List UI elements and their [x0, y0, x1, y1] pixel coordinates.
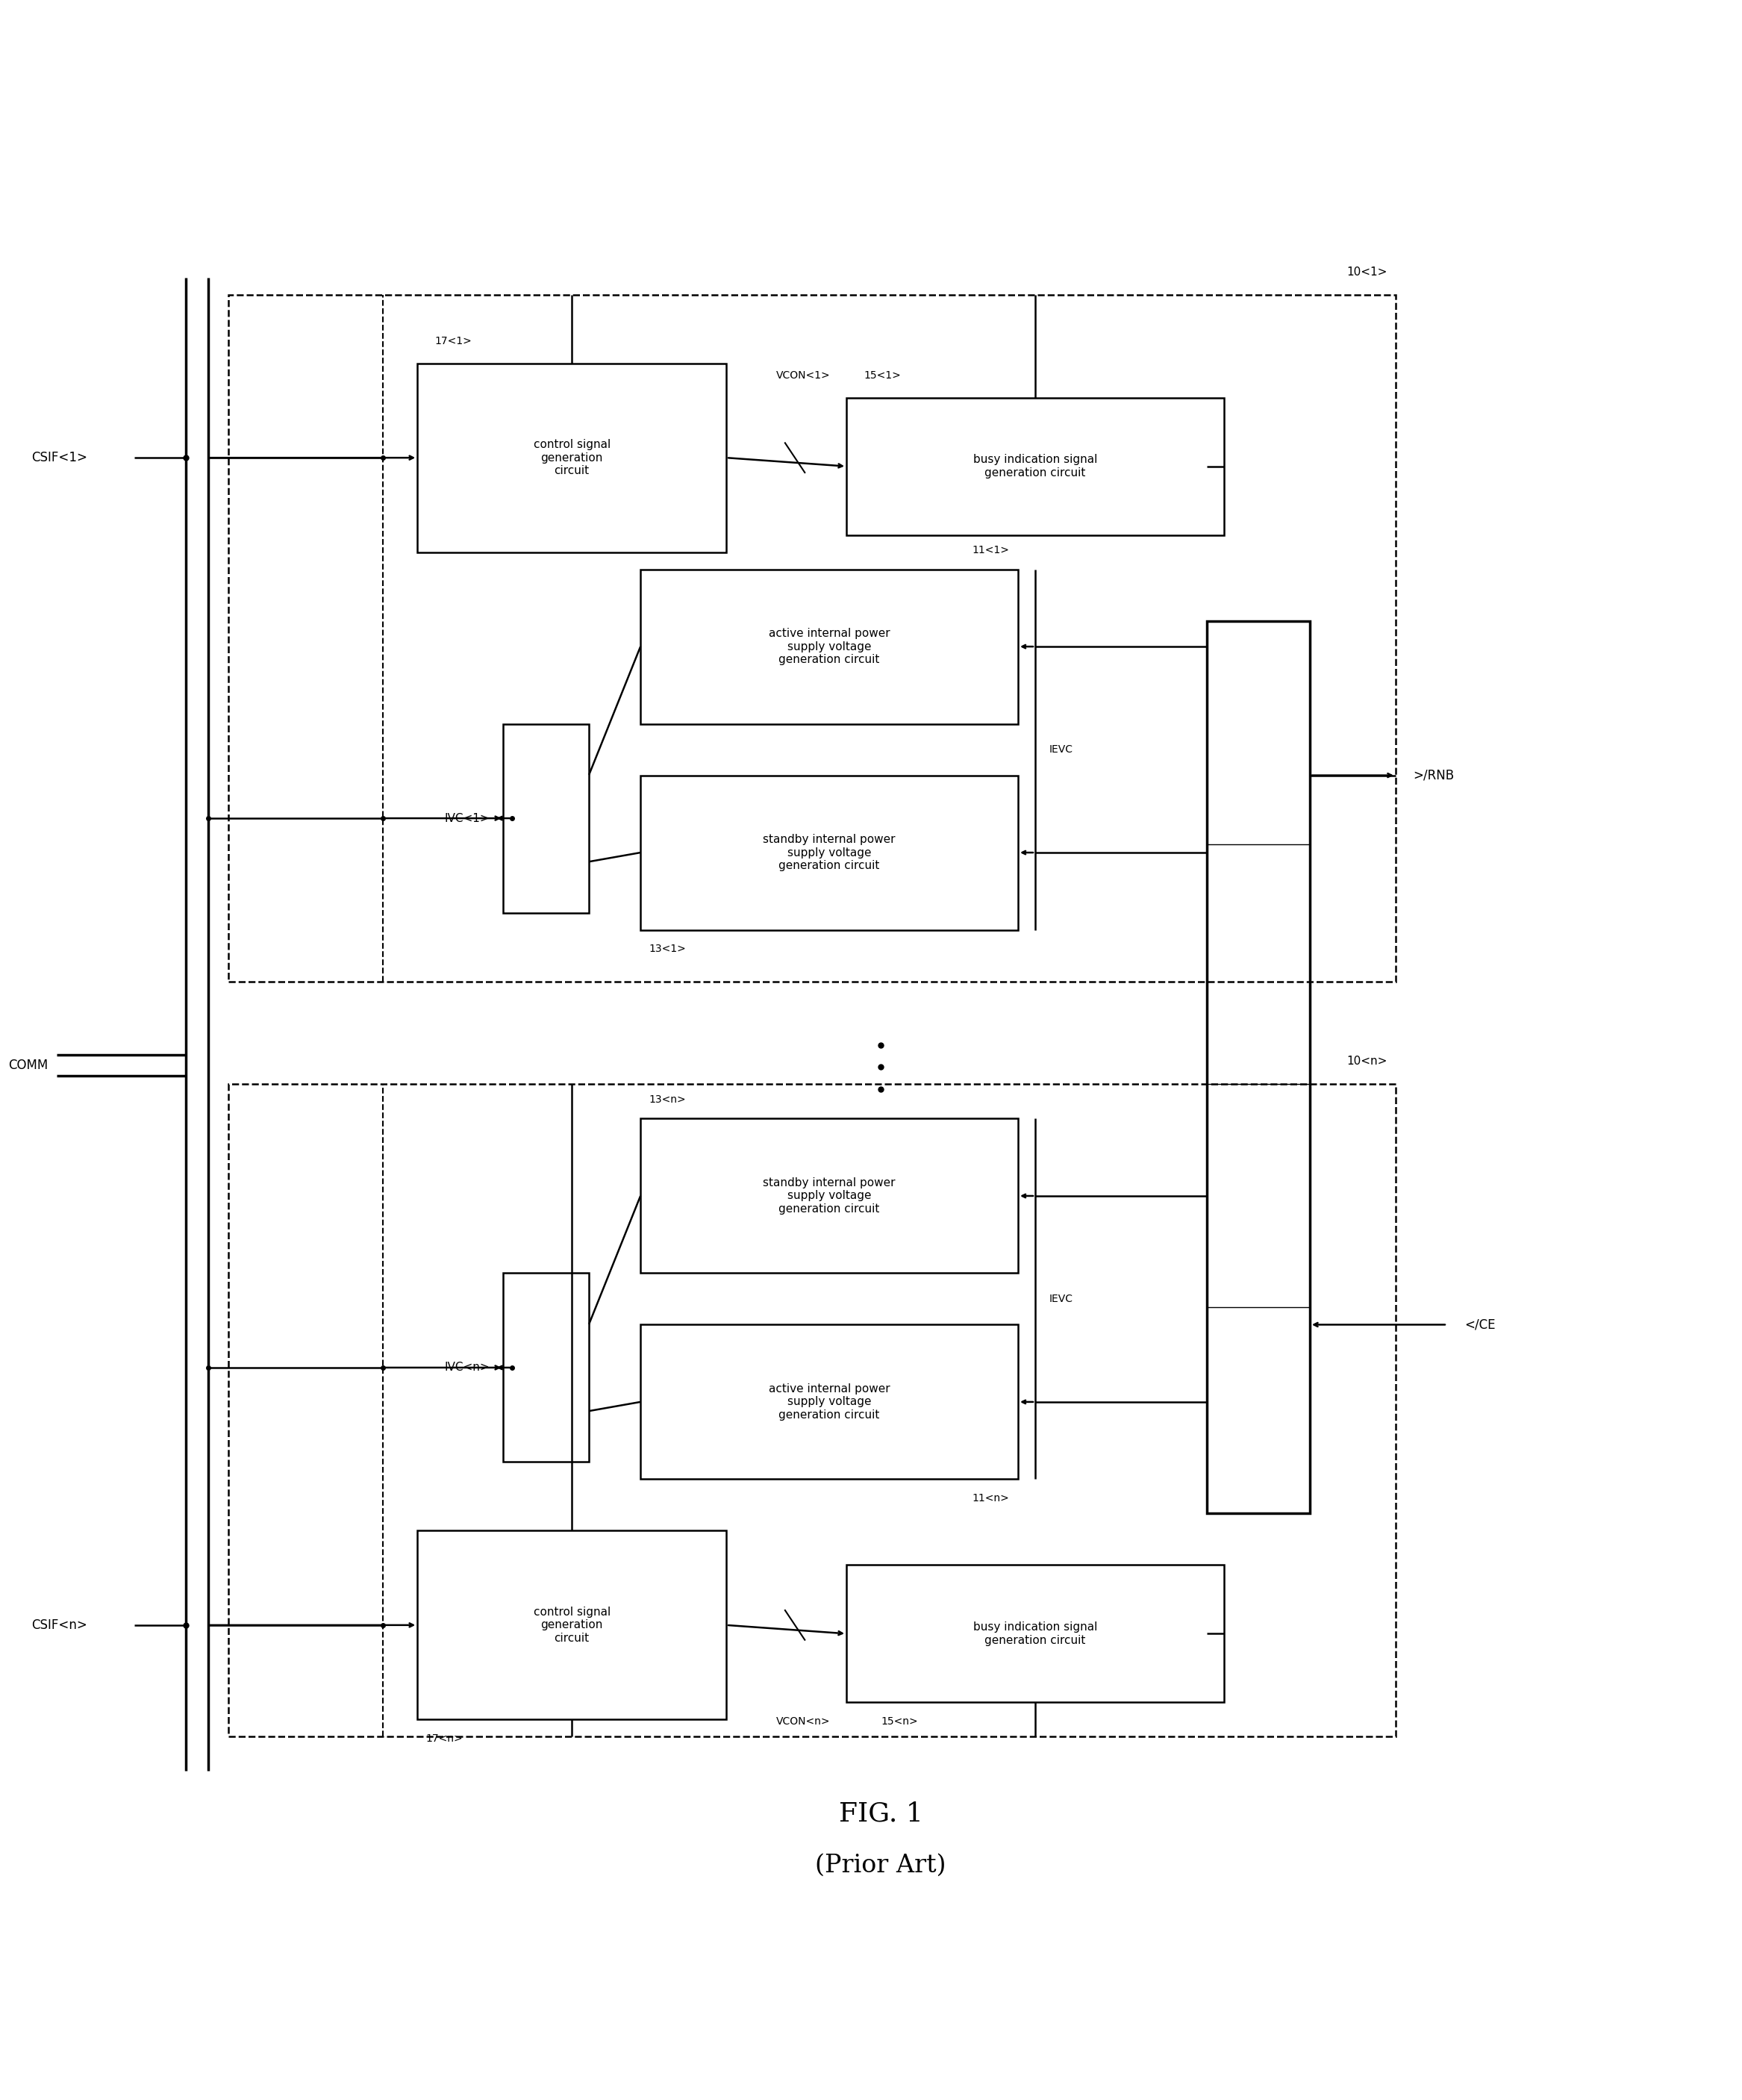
Bar	[641, 569, 1017, 724]
Text: IEVC: IEVC	[1049, 1294, 1073, 1304]
Text: standby internal power
supply voltage
generation circuit: standby internal power supply voltage ge…	[763, 834, 895, 871]
Bar	[503, 1273, 589, 1462]
Text: busy indication signal
generation circuit: busy indication signal generation circui…	[974, 454, 1097, 479]
Bar	[641, 1119, 1017, 1273]
Bar	[641, 1325, 1017, 1478]
Text: IVC<1>: IVC<1>	[444, 813, 490, 823]
Text: 13<n>: 13<n>	[650, 1094, 686, 1105]
Text: IVC<n>: IVC<n>	[444, 1363, 490, 1373]
Text: 15<1>: 15<1>	[864, 370, 901, 380]
Text: >/RNB: >/RNB	[1413, 769, 1455, 781]
Text: CSIF<n>: CSIF<n>	[31, 1619, 87, 1632]
Text: 11<n>: 11<n>	[972, 1493, 1009, 1504]
Bar	[847, 1564, 1225, 1703]
Text: standby internal power
supply voltage
generation circuit: standby internal power supply voltage ge…	[763, 1178, 895, 1214]
Text: VCON<1>: VCON<1>	[777, 370, 831, 380]
Text: active internal power
supply voltage
generation circuit: active internal power supply voltage gen…	[768, 1384, 890, 1420]
Text: 17<1>: 17<1>	[434, 336, 472, 346]
Text: IEVC: IEVC	[1049, 743, 1073, 754]
Text: VCON<n>: VCON<n>	[777, 1716, 831, 1726]
Bar	[228, 294, 1395, 981]
Text: 10<n>: 10<n>	[1347, 1056, 1387, 1067]
Text: CSIF<1>: CSIF<1>	[31, 452, 87, 464]
Text: </CE: </CE	[1465, 1319, 1495, 1331]
Text: 15<n>: 15<n>	[881, 1716, 918, 1726]
Text: control signal
generation
circuit: control signal generation circuit	[533, 439, 610, 477]
Text: control signal
generation
circuit: control signal generation circuit	[533, 1607, 610, 1644]
Bar	[847, 397, 1225, 536]
Text: 13<1>: 13<1>	[650, 943, 686, 953]
Bar	[418, 363, 726, 552]
Text: active internal power
supply voltage
generation circuit: active internal power supply voltage gen…	[768, 628, 890, 666]
Bar	[641, 775, 1017, 930]
Text: busy indication signal
generation circuit: busy indication signal generation circui…	[974, 1621, 1097, 1646]
Text: (Prior Art): (Prior Art)	[815, 1854, 946, 1877]
Text: COMM: COMM	[9, 1058, 49, 1073]
Text: 11<1>: 11<1>	[972, 546, 1009, 556]
Bar	[1207, 622, 1310, 1514]
Text: 17<n>: 17<n>	[427, 1732, 463, 1743]
Text: FIG. 1: FIG. 1	[838, 1802, 923, 1827]
Bar	[228, 1084, 1395, 1737]
Bar	[503, 724, 589, 914]
Bar	[418, 1531, 726, 1720]
Text: 10<1>: 10<1>	[1347, 267, 1387, 277]
